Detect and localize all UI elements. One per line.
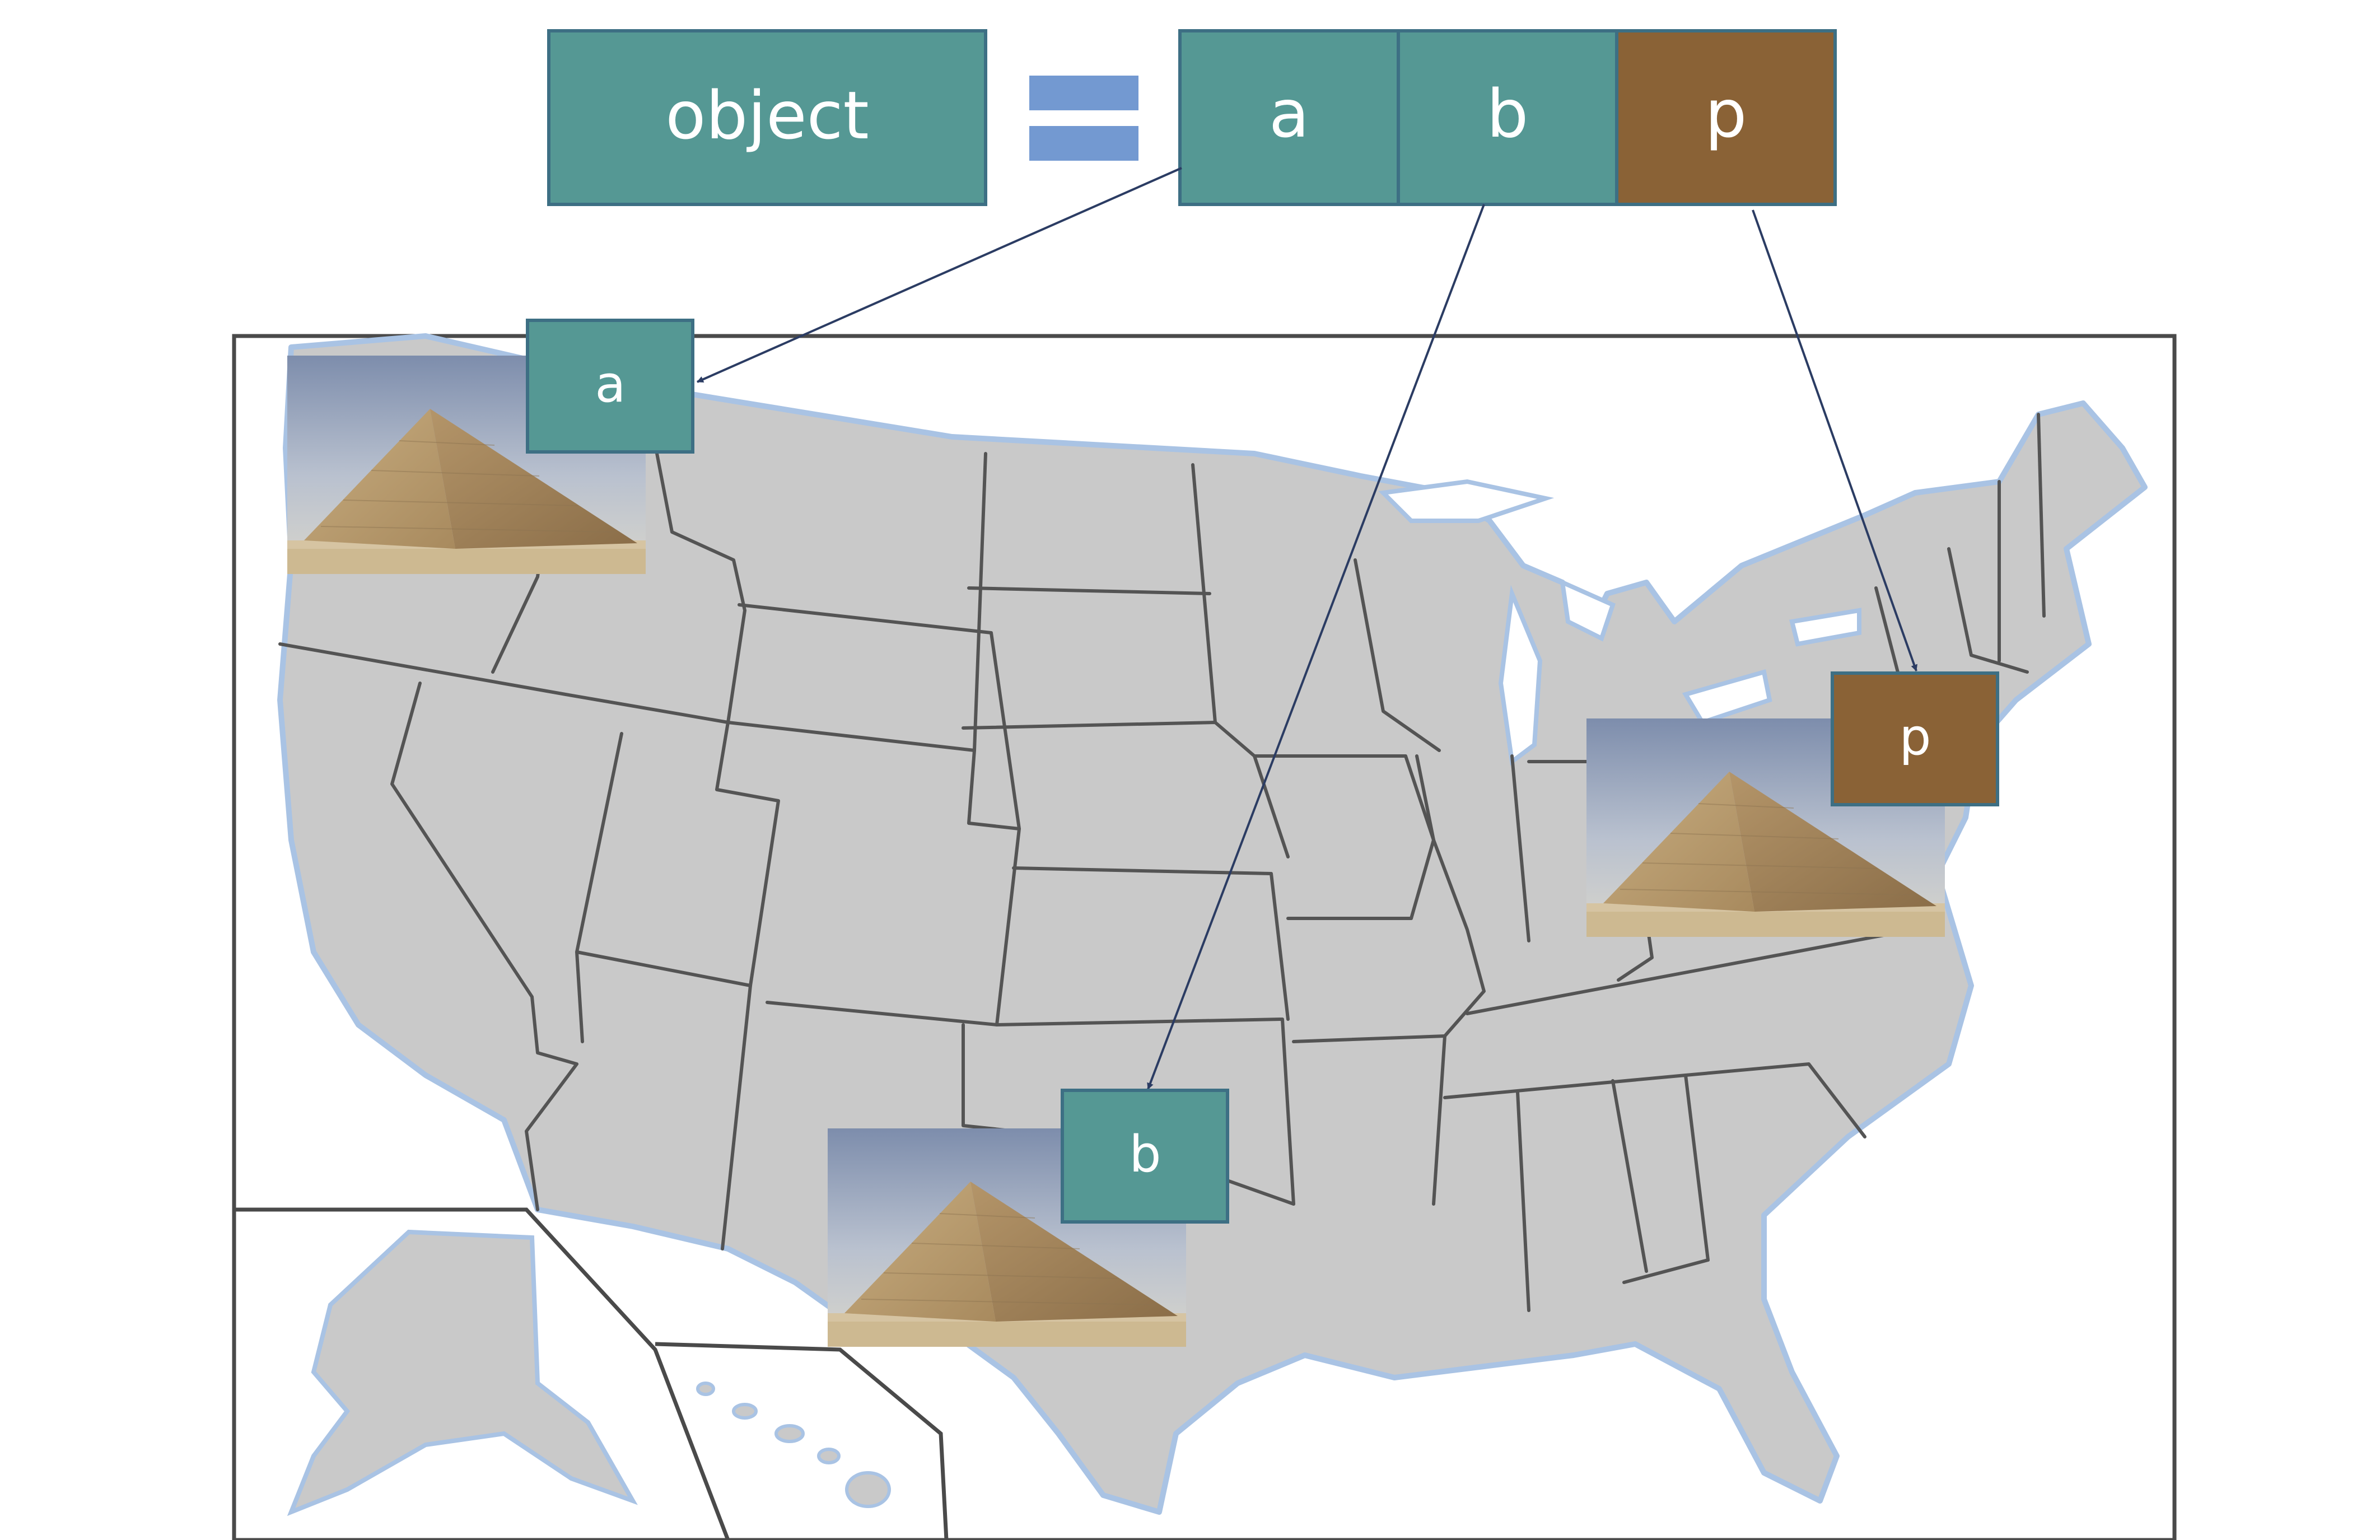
component-label-p: p bbox=[1705, 75, 1747, 152]
alaska-inset bbox=[234, 1207, 730, 1540]
great-lakes bbox=[1378, 479, 1861, 766]
component-label-b: b bbox=[1487, 75, 1529, 152]
us-states-map bbox=[232, 333, 2177, 1540]
arrow-p bbox=[1752, 209, 1917, 671]
component-box-a: a bbox=[1178, 29, 1400, 206]
object-label: object bbox=[665, 77, 869, 154]
marker-label-a: a bbox=[595, 355, 626, 414]
marker-label-b: b bbox=[1129, 1125, 1161, 1184]
marker-a: a bbox=[287, 319, 694, 574]
arrow-a bbox=[697, 167, 1182, 383]
component-box-b: b bbox=[1397, 29, 1618, 206]
marker-label-p: p bbox=[1899, 708, 1931, 767]
component-box-p: p bbox=[1615, 29, 1837, 206]
equals-sign-icon bbox=[1029, 76, 1138, 161]
component-label-a: a bbox=[1269, 75, 1309, 152]
alaska-landmass bbox=[287, 1229, 638, 1516]
hawaii-inset bbox=[655, 1342, 949, 1540]
arrow-b bbox=[1147, 204, 1485, 1090]
equation-row: object a b p bbox=[547, 29, 1837, 206]
arrows bbox=[697, 167, 1917, 1090]
marker-b: b bbox=[828, 1089, 1229, 1347]
object-box: object bbox=[547, 29, 987, 206]
marker-p: p bbox=[1586, 671, 1999, 937]
